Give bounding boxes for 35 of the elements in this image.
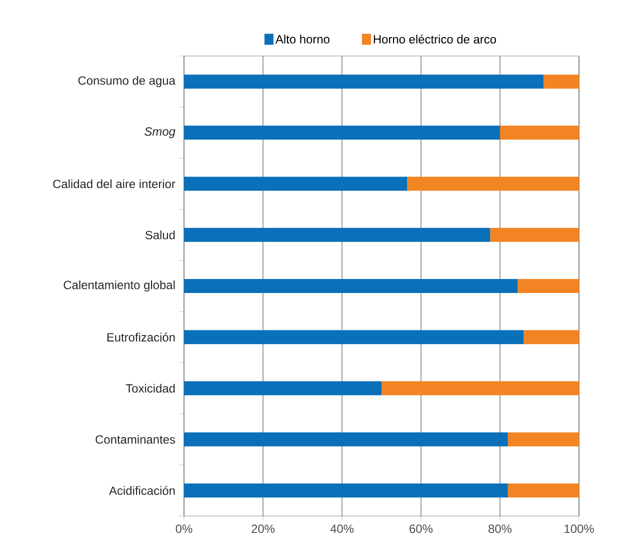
legend-label: Horno eléctrico de arco xyxy=(374,34,496,44)
bar xyxy=(407,176,580,191)
bar xyxy=(382,381,580,396)
bar xyxy=(184,176,408,191)
bar xyxy=(184,74,544,89)
y-tick-label: Contaminantes xyxy=(96,434,176,444)
bar xyxy=(184,330,524,344)
legend-label: Alto horno xyxy=(275,34,330,44)
bar xyxy=(184,381,382,396)
y-tick-label: Salud xyxy=(145,230,175,240)
x-tick-label: 20% xyxy=(252,524,275,533)
x-tick-label: 100% xyxy=(564,524,594,533)
bar xyxy=(524,330,580,344)
y-tick-label: Toxicidad xyxy=(126,384,175,393)
bar xyxy=(184,279,518,294)
bar xyxy=(184,483,508,498)
bar xyxy=(543,74,580,89)
x-tick-label: 0% xyxy=(176,524,192,533)
y-tick-label: Consumo de agua xyxy=(78,76,176,88)
bar xyxy=(490,228,580,242)
x-tick-label: 60% xyxy=(410,524,433,533)
bar xyxy=(184,228,490,242)
y-tick-label: Eutrofización xyxy=(107,332,175,342)
bar xyxy=(508,432,580,446)
bar xyxy=(518,279,580,294)
bar xyxy=(184,126,500,140)
x-tick-label: 80% xyxy=(488,524,512,533)
y-tick-label: Acidificación xyxy=(109,486,175,495)
y-tick-label: Calidad del aire interior xyxy=(53,179,176,188)
y-tick-label: Smog xyxy=(144,127,176,138)
x-tick-label: 40% xyxy=(330,524,354,533)
y-tick-label: Calentamiento global xyxy=(64,280,175,292)
bar xyxy=(500,126,580,140)
bar xyxy=(184,432,508,446)
bar xyxy=(508,483,580,498)
